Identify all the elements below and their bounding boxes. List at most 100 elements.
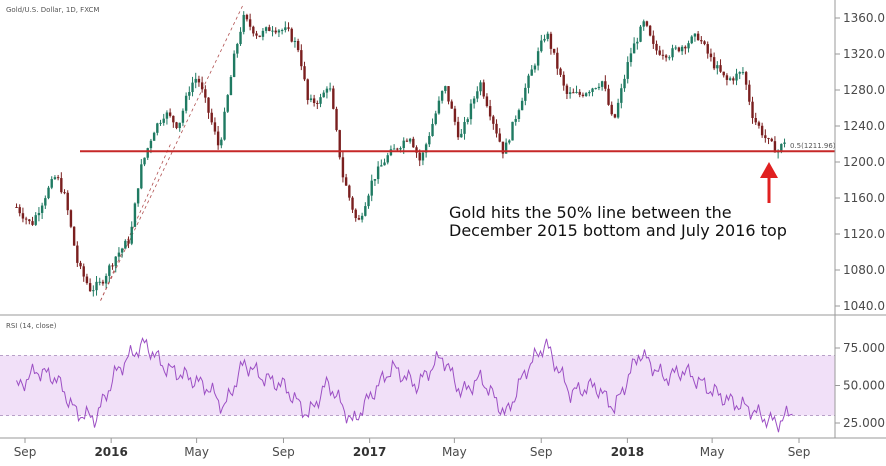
candle-body bbox=[370, 180, 373, 196]
candle-body bbox=[447, 86, 450, 102]
candle-body bbox=[732, 78, 735, 81]
candle-body bbox=[229, 76, 233, 96]
candle-body bbox=[40, 205, 44, 213]
candle-body bbox=[338, 130, 341, 158]
time-tick-label: Sep bbox=[14, 445, 37, 459]
candle-body bbox=[552, 48, 556, 53]
candle-body bbox=[434, 113, 437, 124]
candle-body bbox=[373, 179, 377, 181]
candle-body bbox=[428, 136, 431, 145]
candle-body bbox=[495, 123, 498, 134]
candle-body bbox=[124, 240, 127, 249]
candle-body bbox=[674, 47, 677, 49]
candle-body bbox=[98, 281, 101, 283]
candle-body bbox=[386, 155, 389, 163]
candle-body bbox=[300, 50, 303, 67]
price-tick-label: 1080.0 bbox=[843, 263, 885, 277]
rsi-line bbox=[16, 337, 793, 433]
candle-body bbox=[226, 95, 229, 112]
candle-body bbox=[536, 51, 540, 66]
candle-body bbox=[437, 100, 441, 114]
annotation-line-1: Gold hits the 50% line between the bbox=[449, 203, 732, 222]
candle-body bbox=[485, 96, 489, 107]
candle-body bbox=[652, 35, 655, 44]
candle-body bbox=[261, 30, 265, 37]
candle-body bbox=[82, 266, 85, 277]
candle-body bbox=[149, 140, 153, 149]
candle-body bbox=[290, 28, 293, 42]
candle-body bbox=[639, 26, 642, 42]
candle-body bbox=[127, 240, 130, 244]
candle-body bbox=[296, 40, 300, 51]
candle-body bbox=[453, 108, 457, 122]
candle-body bbox=[210, 112, 213, 123]
time-tick-label: May bbox=[184, 445, 209, 459]
candlestick-layer bbox=[15, 11, 786, 297]
candle-body bbox=[613, 114, 617, 118]
candle-body bbox=[764, 135, 767, 139]
candle-body bbox=[63, 192, 66, 194]
candle-body bbox=[773, 141, 777, 153]
candle-body bbox=[284, 27, 287, 31]
candle-body bbox=[108, 265, 111, 276]
candle-body bbox=[645, 21, 649, 26]
price-tick-label: 1040.0 bbox=[843, 299, 885, 313]
candle-body bbox=[476, 91, 479, 99]
candle-body bbox=[248, 19, 252, 27]
candle-body bbox=[184, 95, 188, 111]
candle-body bbox=[517, 110, 521, 120]
price-tick-label: 1200.0 bbox=[843, 155, 885, 169]
candle-body bbox=[712, 57, 716, 69]
candle-body bbox=[780, 143, 783, 152]
candle-body bbox=[655, 43, 658, 51]
candle-body bbox=[549, 33, 553, 49]
candle-body bbox=[271, 30, 274, 32]
candle-body bbox=[143, 157, 146, 165]
candle-body bbox=[488, 106, 492, 117]
candle-body bbox=[472, 98, 476, 104]
candle-body bbox=[450, 101, 453, 109]
candle-body bbox=[616, 102, 620, 118]
candle-body bbox=[581, 94, 585, 96]
candle-body bbox=[255, 33, 258, 36]
candle-body bbox=[728, 78, 732, 80]
up-arrow-icon bbox=[760, 162, 778, 203]
candle-body bbox=[584, 93, 588, 96]
candle-body bbox=[533, 65, 537, 70]
annotation-line-2: December 2015 bottom and July 2016 top bbox=[449, 221, 787, 240]
chart-title: Gold/U.S. Dollar, 1D, FXCM bbox=[6, 6, 99, 14]
candle-body bbox=[620, 88, 623, 103]
candle-body bbox=[632, 43, 636, 54]
price-tick-label: 1280.0 bbox=[843, 83, 885, 97]
candle-body bbox=[319, 97, 322, 104]
candle-body bbox=[783, 142, 786, 144]
candle-body bbox=[312, 98, 316, 103]
candle-body bbox=[700, 40, 703, 42]
candle-body bbox=[466, 119, 469, 122]
candle-body bbox=[642, 21, 645, 27]
candle-body bbox=[351, 197, 354, 210]
candle-body bbox=[680, 46, 684, 52]
candle-body bbox=[530, 69, 533, 76]
candle-body bbox=[60, 178, 63, 193]
candle-body bbox=[245, 14, 249, 20]
candle-body bbox=[527, 75, 530, 88]
candle-body bbox=[66, 192, 69, 211]
candle-body bbox=[751, 101, 754, 119]
candle-body bbox=[114, 256, 117, 267]
candle-body bbox=[735, 73, 738, 81]
rsi-tick-label: 50.000 bbox=[843, 379, 885, 393]
candle-body bbox=[556, 52, 559, 69]
candle-body bbox=[239, 31, 242, 45]
rsi-axis-ticks: 75.000 50.000 25.000 bbox=[835, 341, 885, 430]
candle-body bbox=[268, 27, 271, 32]
candle-body bbox=[120, 248, 124, 253]
candle-body bbox=[34, 215, 37, 225]
candle-body bbox=[687, 43, 690, 49]
candle-body bbox=[668, 57, 671, 59]
candle-body bbox=[469, 103, 473, 120]
candle-body bbox=[232, 53, 236, 77]
candle-body bbox=[156, 123, 159, 133]
candle-body bbox=[440, 90, 444, 101]
